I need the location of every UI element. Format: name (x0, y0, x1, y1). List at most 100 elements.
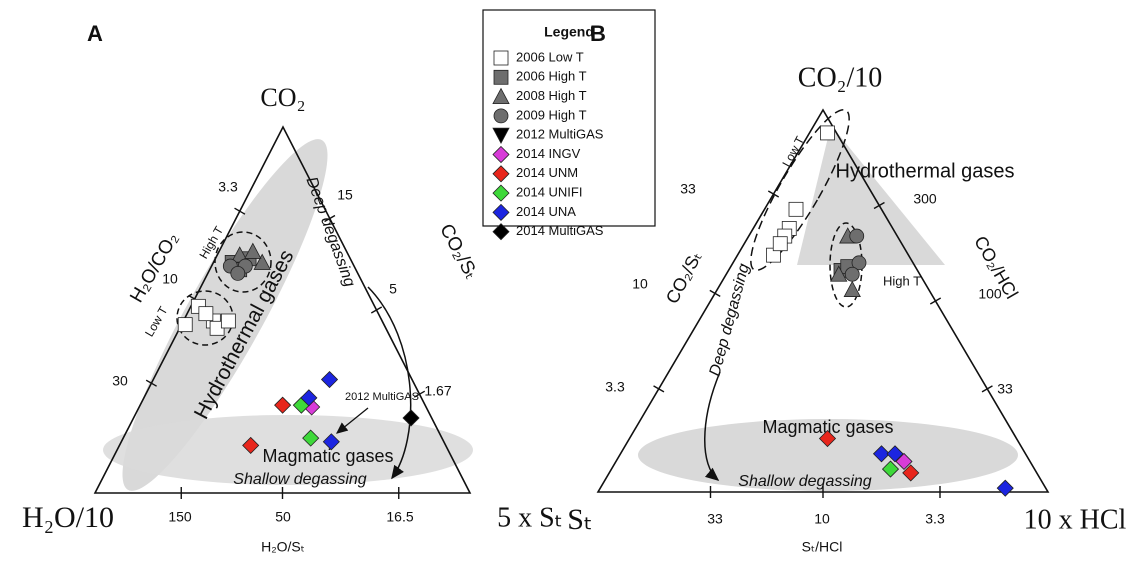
tick-label: 33 (680, 181, 696, 197)
tick-label: 33 (997, 381, 1013, 397)
data-point (820, 125, 835, 141)
annotation: Shallow degassing (738, 473, 872, 490)
vertex-label: H₂O/10 (22, 501, 114, 534)
data-point (253, 253, 271, 270)
data-point (302, 429, 320, 447)
vertex-label: CO₂/10 (798, 62, 882, 93)
vertex-label: 10 x HCl (1024, 504, 1127, 535)
data-point (322, 433, 340, 451)
legend-label: 2014 UNIFI (516, 185, 582, 200)
vertex-label: 5 x Sₜ (497, 502, 563, 533)
tick-mark (324, 214, 336, 223)
data-point (177, 317, 193, 333)
annotation: Hydrothermal gases (836, 160, 1015, 182)
annotation: High T (883, 273, 921, 288)
tick-label: 16.5 (386, 509, 413, 525)
tick-label: 10 (814, 511, 830, 527)
high-t-group (214, 231, 272, 293)
legend-label: 2014 UNM (516, 165, 578, 180)
legend-label: 2006 Low T (516, 49, 584, 64)
tick-mark (981, 385, 993, 393)
data-point (788, 201, 804, 217)
degassing-arrow (367, 286, 412, 480)
tick-label: 1.67 (424, 383, 451, 399)
edge-label: H₂O/Sₜ (261, 539, 305, 555)
vertex-label: CO₂ (260, 83, 305, 112)
tick-label: 33 (707, 511, 723, 527)
annotation: Magmatic gases (262, 446, 393, 466)
legend-marker (492, 145, 510, 164)
annotation: Low T (779, 133, 807, 169)
tick-mark (145, 379, 157, 387)
legend-label: 2014 INGV (516, 146, 581, 161)
data-point (198, 306, 214, 322)
data-point (844, 266, 860, 282)
data-point (895, 452, 913, 471)
legend-marker (492, 203, 510, 221)
tick-label: 150 (168, 509, 192, 525)
panel-letter: B (590, 21, 606, 46)
tick-mark (413, 390, 426, 398)
data-point (220, 313, 236, 329)
legend-label: 2008 High T (516, 88, 587, 103)
tick-mark (929, 297, 942, 305)
legend-marker (492, 127, 510, 145)
hydrothermal-region (797, 125, 945, 265)
legend-marker (492, 165, 510, 183)
legend-marker (493, 50, 509, 66)
tick-label: 30 (112, 373, 128, 389)
panel-letter: A (87, 21, 103, 46)
legend-label: 2012 MultiGAS (516, 127, 604, 142)
tick-mark (709, 289, 721, 297)
legend-label: 2014 UNA (516, 204, 576, 219)
data-point (274, 396, 292, 414)
legend-label: 2006 High T (516, 69, 587, 84)
tick-mark (873, 201, 885, 210)
edge-label: Sₜ/HCl (802, 539, 843, 555)
low-t-group (750, 108, 850, 272)
tick-label: 300 (913, 191, 937, 207)
edge-label: CO₂/Sₜ (435, 221, 481, 283)
tick-label: 3.3 (218, 179, 238, 195)
tick-label: 100 (978, 286, 1002, 302)
tick-label: 10 (632, 276, 648, 292)
edge-label: CO₂/Sₜ (662, 248, 706, 307)
legend-marker (492, 184, 510, 202)
annotation: Low T (142, 303, 171, 339)
legend-marker (493, 69, 509, 85)
legend-box (482, 9, 656, 227)
magmatic-region (638, 419, 1018, 491)
data-point (843, 280, 861, 297)
data-point (872, 445, 891, 463)
data-point (244, 242, 262, 259)
data-point (818, 429, 837, 448)
data-point (320, 370, 339, 389)
edge-label: H₂O/CO₂ (126, 229, 183, 306)
data-point (851, 255, 867, 271)
tick-label: 5 (389, 281, 397, 297)
legend-title: Legend (544, 24, 594, 40)
degassing-arrow (704, 371, 721, 481)
tick-label: 3.3 (605, 379, 625, 395)
annotation: Magmatic gases (762, 417, 893, 437)
data-point (230, 265, 246, 281)
vertex-label: Sₜ (567, 503, 593, 536)
annotation: 2012 MultiGAS (345, 391, 419, 403)
data-point (996, 479, 1014, 497)
data-point (830, 265, 848, 282)
annotation: Deep degassing (707, 262, 753, 378)
data-point (849, 228, 865, 244)
tick-label: 50 (275, 509, 291, 525)
data-point (881, 460, 900, 478)
data-point (772, 236, 788, 252)
data-point (300, 389, 318, 407)
magmatic-region (103, 415, 473, 485)
legend-label: 2014 MultiGAS (516, 223, 604, 238)
tick-label: 3.3 (925, 511, 945, 527)
legend-marker (493, 108, 509, 124)
annotation: Shallow degassing (233, 471, 367, 488)
tick-label: 10 (162, 271, 178, 287)
data-point (242, 436, 260, 454)
data-point (402, 409, 420, 427)
